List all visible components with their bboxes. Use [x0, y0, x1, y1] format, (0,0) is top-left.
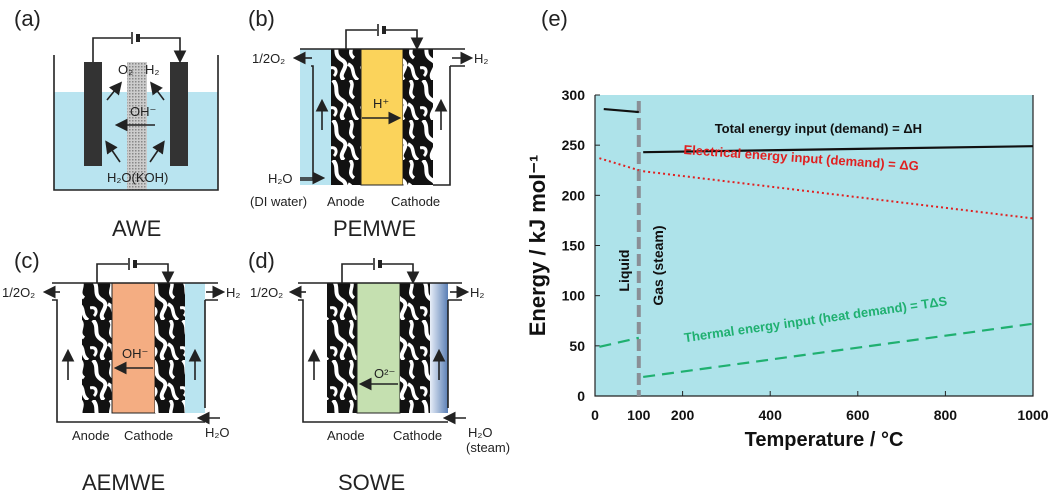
cathode-channel	[430, 283, 448, 413]
feed-label: H₂O(KOH)	[107, 170, 168, 185]
circuit-wire	[96, 263, 168, 283]
feed-note: (DI water)	[250, 194, 307, 209]
y-tick-label: 0	[577, 388, 585, 404]
circuit-wire	[92, 37, 180, 62]
battery-icon	[377, 24, 386, 36]
o2-label: 1/2O₂	[252, 51, 285, 66]
feed-label: H₂O	[468, 425, 493, 440]
gas-label: Gas (steam)	[650, 225, 666, 305]
anode-electrode	[84, 62, 102, 166]
x-tick-label: 0	[591, 407, 599, 423]
cathode-label: Cathode	[124, 428, 173, 443]
panel-c-aemwe: (c) 1/2O₂ H₂ OH⁻ H₂O Anode Cathode AEMWE	[2, 248, 240, 495]
x-tick-label: 800	[934, 407, 958, 423]
panel-title: PEMWE	[333, 216, 416, 241]
series-line	[599, 157, 640, 172]
y-axis-label: Energy / kJ mol⁻¹	[525, 155, 550, 337]
y-tick-label: 50	[569, 338, 585, 354]
panel-label: (c)	[14, 248, 40, 273]
ion-label: OH⁻	[122, 346, 148, 361]
panel-label: (b)	[248, 6, 275, 31]
circuit-wire	[345, 29, 417, 49]
battery-icon	[373, 258, 382, 270]
feed-note: (steam)	[466, 440, 510, 455]
feed-label: H₂O	[268, 171, 293, 186]
anode-channel	[300, 49, 331, 185]
x-tick-label: 100	[627, 407, 651, 423]
y-tick-label: 100	[562, 288, 586, 304]
cathode-channel	[185, 283, 205, 413]
electrolyte	[356, 282, 401, 414]
arrow	[150, 81, 165, 101]
anode-label: Anode	[72, 428, 110, 443]
x-tick-label: 200	[671, 407, 695, 423]
x-tick-label: 400	[759, 407, 783, 423]
o2-label: 1/2O₂	[2, 285, 35, 300]
panel-label: (d)	[248, 248, 275, 273]
panel-e-energy-chart: (e) 0 100 200 400 600 800 1000 0 50 100 150 200 250 3…	[525, 6, 1049, 451]
cathode-label: Cathode	[393, 428, 442, 443]
anode-porous	[82, 283, 112, 413]
panel-label: (e)	[541, 6, 568, 31]
plot-area	[595, 95, 1033, 396]
ion-label: OH⁻	[130, 104, 156, 119]
ion-label: H⁺	[373, 96, 389, 111]
o2-label: 1/2O₂	[250, 285, 283, 300]
cell-frame	[300, 48, 465, 186]
tank	[53, 55, 219, 191]
cathode-label: Cathode	[391, 194, 440, 209]
membrane	[360, 48, 404, 186]
arrow	[149, 140, 165, 163]
anode-label: Anode	[327, 194, 365, 209]
membrane	[111, 282, 156, 414]
panel-title: AEMWE	[82, 470, 165, 495]
battery-icon	[128, 258, 137, 270]
battery-icon	[131, 32, 140, 44]
series-line	[599, 336, 640, 348]
x-axis-label: Temperature / °C	[745, 429, 904, 451]
arrow	[106, 81, 123, 101]
panel-title: SOWE	[338, 470, 405, 495]
panel-a-awe: (a) O₂ H₂ OH⁻ H₂O(KOH) AWE	[14, 6, 219, 241]
y-tick-label: 300	[562, 87, 586, 103]
y-tick-label: 250	[562, 137, 586, 153]
anode-porous	[327, 283, 357, 413]
o2-label: O₂	[118, 62, 133, 77]
panel-b-pemwe: (b) 1/2O₂ H₂ H⁺ H₂O (DI water) Anode Cat…	[248, 6, 488, 241]
panel-d-sowe: (d) 1/2O₂ H₂ O²⁻ H₂O (steam) Anode Catho…	[248, 248, 510, 495]
anode-label: Anode	[327, 428, 365, 443]
panel-label: (a)	[14, 6, 41, 31]
panel-title: AWE	[112, 216, 161, 241]
anode-porous	[331, 49, 361, 185]
h2-label: H₂	[226, 285, 240, 300]
cathode-porous	[403, 49, 433, 185]
separator	[127, 62, 147, 190]
cell-frame	[52, 282, 218, 423]
feed-label: H₂O	[205, 425, 230, 440]
y-tick-label: 200	[562, 187, 586, 203]
cathode-porous	[400, 283, 430, 413]
h2-label: H₂	[474, 51, 488, 66]
cathode-porous	[155, 283, 185, 413]
arrow	[105, 140, 121, 163]
ion-label: O²⁻	[374, 366, 395, 381]
cathode-electrode	[170, 62, 188, 166]
x-tick-label: 600	[846, 407, 870, 423]
series-label: Total energy input (demand) = ΔH	[715, 121, 922, 136]
x-tick-label: 1000	[1017, 407, 1048, 423]
circuit-wire	[341, 263, 413, 283]
liquid-label: Liquid	[616, 250, 632, 292]
cell-frame	[298, 282, 462, 423]
h2-label: H₂	[470, 285, 484, 300]
series-line	[643, 322, 1034, 379]
h2-label: H₂	[145, 62, 159, 77]
y-tick-label: 150	[562, 238, 586, 254]
series-line	[603, 107, 639, 114]
series-line	[643, 170, 1034, 220]
series-line	[643, 145, 1034, 154]
